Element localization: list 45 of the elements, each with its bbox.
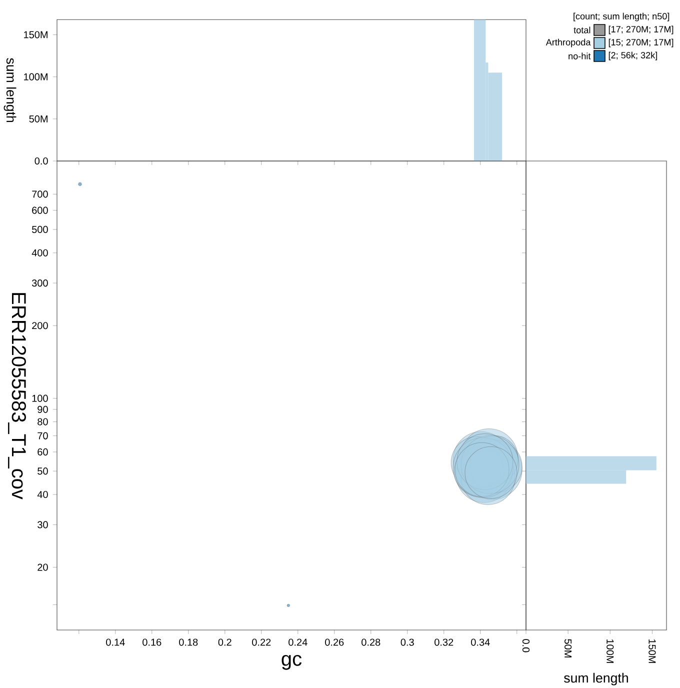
y-axis-title: ERR12055583_T1_cov — [8, 293, 26, 500]
x-tick-label: 0.2 — [218, 638, 232, 646]
y-tick-label: 400 — [32, 249, 48, 256]
y-tick-label: 40 — [37, 490, 48, 498]
y-tick-label: 0.0 — [34, 157, 48, 165]
x-tick-label: 0.24 — [288, 638, 308, 646]
x-tick-label: 0.26 — [325, 638, 344, 646]
y-tick-label: 200 — [32, 322, 48, 330]
x-tick-label: 50M — [564, 639, 572, 658]
x-tick-label: 150M — [648, 639, 656, 663]
y-tick-label: 500 — [32, 226, 48, 233]
x-tick-label: 0.0 — [522, 639, 530, 652]
y-tick-label: 100M — [24, 73, 48, 80]
text: [17; 270M; 17M] — [608, 26, 674, 34]
legend-label: no-hit — [568, 52, 591, 60]
y-tick-label: 300 — [32, 280, 48, 287]
y-tick-label: 30 — [38, 521, 48, 528]
text: [2; 56k; 32k] — [608, 52, 658, 60]
x-tick-label: 0.34 — [471, 638, 490, 646]
y-axis-title: sum length — [4, 58, 16, 122]
x-tick-label: 0.14 — [106, 638, 125, 646]
y-tick-label: 700 — [32, 190, 48, 198]
y-tick-label: 90 — [38, 406, 48, 413]
y-tick-label: 80 — [38, 418, 48, 426]
y-tick-label: 60 — [38, 448, 48, 456]
y-tick-label: 70 — [38, 432, 48, 440]
x-tick-label: 100M — [606, 639, 614, 663]
y-tick-label: 20 — [38, 564, 48, 571]
legend-label: Arthropoda — [546, 38, 591, 48]
text: [15; 270M; 17M] — [608, 38, 674, 48]
x-tick-label: 0.32 — [434, 638, 454, 646]
y-tick-label: 50 — [38, 468, 48, 475]
y-tick-label: 100 — [32, 394, 48, 402]
x-tick-label: 0.3 — [400, 638, 414, 646]
legend-title: [count; sum length; n50] — [574, 12, 670, 22]
x-tick-label: 0.16 — [142, 638, 162, 646]
x-axis-title: sum length — [564, 672, 628, 686]
x-axis-title: gc — [282, 654, 302, 670]
y-tick-label: 50M — [29, 115, 48, 122]
y-tick-label: 600 — [32, 206, 48, 214]
legend-label: total — [574, 26, 590, 34]
y-tick-label: 150M — [24, 31, 48, 38]
x-tick-label: 0.18 — [179, 638, 198, 646]
x-tick-label: 0.28 — [362, 638, 380, 646]
x-tick-label: 0.22 — [252, 638, 271, 646]
